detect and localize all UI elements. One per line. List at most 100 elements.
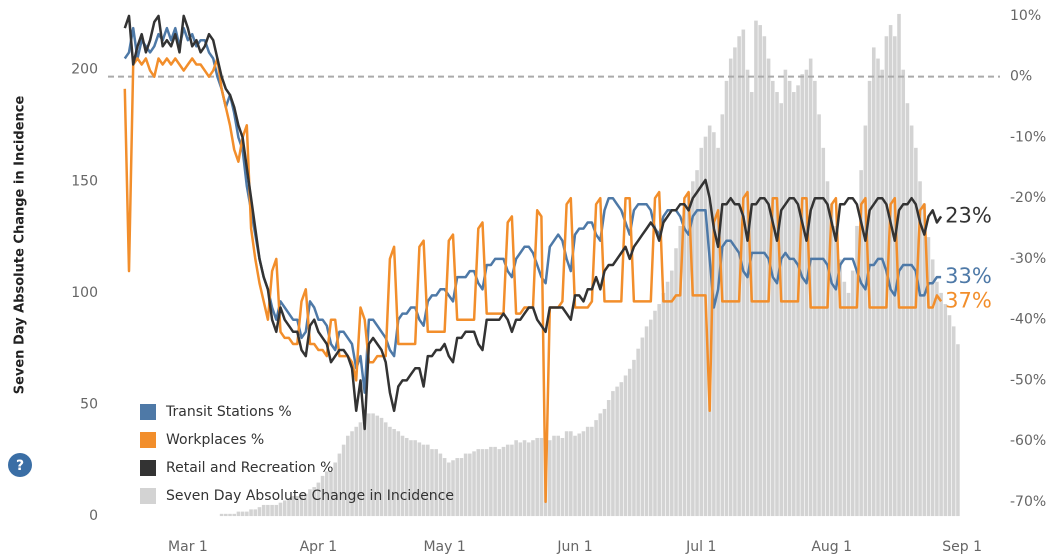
- bar: [320, 475, 325, 517]
- bar: [632, 359, 636, 517]
- bar: [219, 513, 224, 517]
- bar: [287, 498, 291, 517]
- bar: [644, 326, 649, 517]
- bar: [409, 440, 413, 517]
- bar: [291, 495, 295, 517]
- bar: [585, 426, 590, 517]
- bar: [922, 203, 927, 517]
- bar: [404, 437, 409, 517]
- y2-tick-label: -30%: [1010, 251, 1046, 267]
- bar: [880, 69, 884, 517]
- svg-text:?: ?: [16, 458, 24, 474]
- bar: [720, 114, 725, 517]
- bar: [510, 444, 514, 517]
- bar: [425, 444, 430, 517]
- bar: [627, 368, 632, 517]
- bar: [716, 147, 720, 517]
- bar: [489, 446, 493, 517]
- bar: [299, 493, 304, 517]
- bar: [400, 435, 405, 517]
- bar: [859, 170, 863, 517]
- bar: [421, 444, 426, 517]
- bar: [661, 292, 666, 517]
- bar: [438, 453, 443, 517]
- bar: [745, 69, 750, 517]
- bar: [484, 449, 489, 517]
- x-tick-label: Jun 1: [556, 539, 592, 555]
- bar: [758, 25, 762, 517]
- bar: [800, 74, 805, 517]
- bar: [556, 435, 560, 517]
- bar: [943, 304, 948, 517]
- bar: [569, 431, 573, 517]
- bar: [648, 319, 653, 517]
- bar: [914, 147, 918, 517]
- y2-tick-label: -70%: [1010, 494, 1046, 510]
- end-label: 37%: [945, 288, 992, 312]
- y2-tick-label: 10%: [1010, 8, 1041, 24]
- bar: [236, 511, 241, 517]
- bar: [249, 509, 253, 517]
- y-tick-label: 150: [71, 173, 98, 189]
- bar: [396, 431, 401, 517]
- bar: [430, 449, 434, 517]
- y2-tick-label: -60%: [1010, 433, 1046, 449]
- bar: [341, 444, 346, 517]
- x-tick-label: Jul 1: [685, 539, 716, 555]
- bar: [392, 429, 396, 517]
- legend-swatch: [140, 404, 156, 420]
- bar: [468, 453, 472, 517]
- bar: [375, 415, 380, 517]
- bar: [926, 237, 931, 517]
- bar: [665, 281, 670, 517]
- bar: [526, 442, 531, 517]
- bar: [825, 181, 830, 517]
- bar: [623, 375, 628, 517]
- bar: [371, 413, 375, 517]
- bar: [505, 444, 510, 517]
- x-tick-label: Sep 1: [942, 539, 982, 555]
- bar: [573, 435, 577, 517]
- legend-label: Retail and Recreation %: [166, 460, 333, 476]
- bar: [787, 80, 792, 517]
- bar: [337, 453, 342, 517]
- line: [123, 14, 943, 431]
- bar: [463, 453, 468, 517]
- y-tick-label: 0: [89, 508, 98, 524]
- bar: [367, 413, 371, 517]
- bar: [333, 462, 337, 517]
- bar: [918, 181, 922, 517]
- bar: [771, 80, 775, 517]
- bar: [813, 80, 817, 517]
- bar: [329, 471, 333, 517]
- bar: [548, 440, 552, 517]
- bar: [224, 513, 228, 517]
- bar: [253, 509, 258, 517]
- bar: [821, 147, 826, 517]
- bar: [581, 431, 586, 517]
- bar: [749, 92, 754, 517]
- bar: [695, 170, 699, 517]
- bar: [379, 417, 384, 517]
- bar: [232, 513, 237, 517]
- y2-tick-label: -40%: [1010, 312, 1046, 328]
- bar: [388, 426, 392, 517]
- bar: [699, 147, 704, 517]
- bar: [228, 513, 232, 517]
- bar: [855, 225, 859, 517]
- x-tick-label: Mar 1: [168, 539, 208, 555]
- bar: [261, 504, 266, 517]
- bar: [901, 69, 906, 517]
- bar: [762, 36, 767, 517]
- help-icon[interactable]: ?: [8, 453, 32, 477]
- bar: [615, 386, 619, 517]
- bar: [346, 435, 350, 517]
- x-tick-label: Apr 1: [300, 539, 338, 555]
- bar: [905, 103, 910, 517]
- bar: [640, 337, 645, 517]
- bar: [682, 208, 687, 517]
- bar: [653, 310, 657, 517]
- bar: [712, 132, 716, 517]
- bar: [577, 433, 582, 517]
- bar: [783, 69, 788, 517]
